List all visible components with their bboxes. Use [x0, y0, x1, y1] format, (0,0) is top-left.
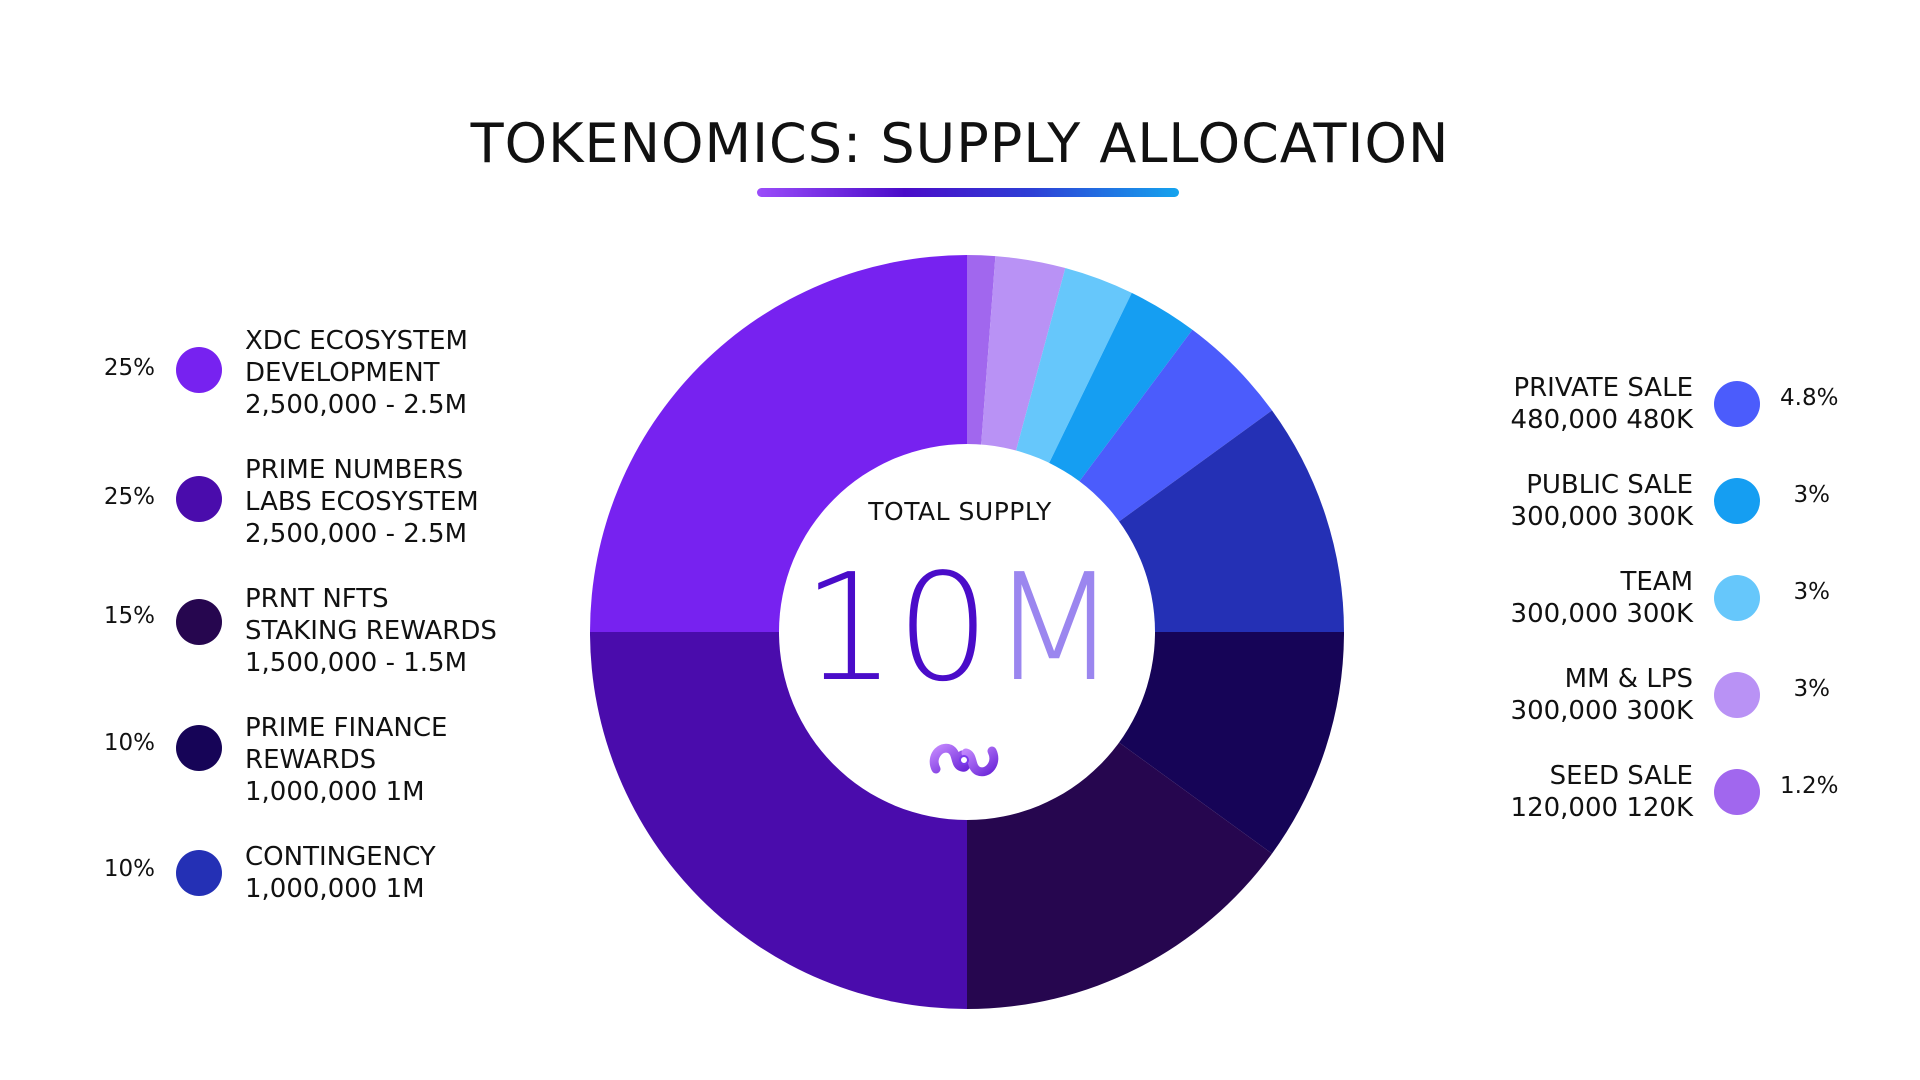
- legend-percent: 15%: [103, 603, 155, 629]
- legend-label: PRIVATE SALE 480,000 480K: [1511, 372, 1693, 436]
- legend-percent: 3%: [1793, 482, 1831, 508]
- legend-label: PRIME NUMBERS LABS ECOSYSTEM 2,500,000 - 2…: [245, 454, 479, 550]
- legend-label-line: 1,000,000 1M: [245, 777, 425, 807]
- legend-label-line: PRIME FINANCE: [245, 713, 448, 743]
- legend-percent: 3%: [1793, 676, 1831, 702]
- legend-label-line: CONTINGENCY: [245, 842, 436, 872]
- legend-label-line: 300,000 300K: [1510, 599, 1693, 629]
- legend-percent: 10%: [103, 730, 155, 756]
- legend-label: PRNT NFTS STAKING REWARDS 1,500,000 - 1.5M: [245, 583, 497, 679]
- legend-label-line: MM & LPS: [1564, 664, 1693, 694]
- legend-color-dot: [176, 725, 222, 771]
- legend-color-dot: [176, 850, 222, 896]
- legend-label-line: PUBLIC SALE: [1526, 470, 1693, 500]
- legend-percent: 25%: [103, 484, 155, 510]
- legend-color-dot: [176, 476, 222, 522]
- legend-label-line: REWARDS: [245, 745, 377, 775]
- legend-label: SEED SALE 120,000 120K: [1511, 760, 1693, 824]
- legend-label-line: PRIVATE SALE: [1513, 373, 1693, 403]
- legend-color-dot: [1714, 672, 1760, 718]
- total-supply-unit: M: [990, 542, 1119, 714]
- legend-label: PUBLIC SALE 300,000 300K: [1511, 469, 1693, 533]
- legend-label: PRIME FINANCE REWARDS 1,000,000 1M: [245, 712, 447, 808]
- page-title: TOKENOMICS: SUPPLY ALLOCATION: [470, 112, 1450, 175]
- legend-label-line: STAKING REWARDS: [245, 616, 497, 646]
- legend-label-line: TEAM: [1620, 567, 1693, 597]
- title-underline: [757, 188, 1179, 197]
- legend-label-line: PRNT NFTS: [245, 584, 389, 614]
- legend-color-dot: [1714, 769, 1760, 815]
- legend-label-line: 120,000 120K: [1510, 793, 1693, 823]
- legend-label-line: 2,500,000 - 2.5M: [245, 519, 468, 549]
- legend-color-dot: [1714, 478, 1760, 524]
- donut-hole: [779, 444, 1155, 820]
- legend-label: TEAM 300,000 300K: [1511, 566, 1693, 630]
- legend-percent: 25%: [103, 355, 155, 381]
- legend-color-dot: [176, 599, 222, 645]
- legend-color-dot: [1714, 381, 1760, 427]
- legend-label: CONTINGENCY 1,000,000 1M: [245, 841, 436, 905]
- total-supply-value: 10M: [0, 548, 1920, 708]
- legend-label: MM & LPS 300,000 300K: [1511, 663, 1693, 727]
- legend-label-line: SEED SALE: [1549, 761, 1693, 791]
- legend-percent: 1.2%: [1780, 773, 1839, 799]
- legend-label-line: 300,000 300K: [1510, 502, 1693, 532]
- legend-percent: 10%: [103, 856, 155, 882]
- legend-label-line: 480,000 480K: [1510, 405, 1693, 435]
- legend-label-line: LABS ECOSYSTEM: [245, 487, 479, 517]
- total-supply-label: TOTAL SUPPLY: [868, 497, 1052, 526]
- legend-color-dot: [1714, 575, 1760, 621]
- legend-label-line: 300,000 300K: [1510, 696, 1693, 726]
- legend-label-line: PRIME NUMBERS: [245, 455, 464, 485]
- legend-label-line: DEVELOPMENT: [245, 358, 440, 388]
- legend-percent: 4.8%: [1780, 385, 1839, 411]
- legend-label-line: 2,500,000 - 2.5M: [245, 390, 468, 420]
- total-supply-number: 10: [801, 542, 991, 714]
- legend-label-line: XDC ECOSYSTEM: [245, 326, 468, 356]
- legend-color-dot: [176, 347, 222, 393]
- legend-percent: 3%: [1793, 579, 1831, 605]
- brand-logo-icon: [929, 743, 999, 777]
- legend-label: XDC ECOSYSTEM DEVELOPMENT 2,500,000 - 2.5M: [245, 325, 468, 421]
- legend-label-line: 1,000,000 1M: [245, 874, 425, 904]
- legend-label-line: 1,500,000 - 1.5M: [245, 648, 468, 678]
